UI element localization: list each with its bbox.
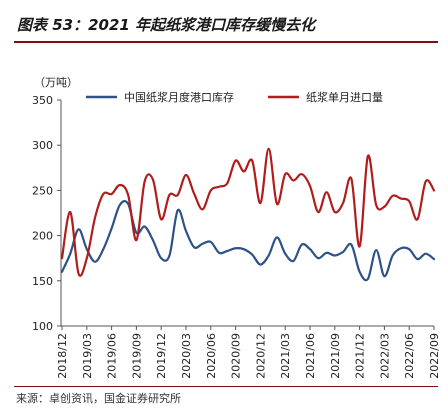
- x-tick-label: 2022/06: [403, 333, 416, 379]
- y-axis-unit-text: （万吨）: [34, 76, 78, 89]
- x-tick-label: 2020/09: [230, 333, 243, 379]
- chart-series: [60, 147, 436, 282]
- series-line-2: [60, 147, 436, 277]
- chart-axes: 100 150 200 250 300 350 2018/12 2019/03 2019/06 2…: [32, 94, 441, 379]
- x-tick-label: 2022/03: [378, 333, 391, 379]
- x-tick-label: 2018/12: [56, 333, 69, 379]
- x-tick-label: 2019/12: [155, 333, 168, 379]
- x-tick-label: 2019/06: [106, 333, 119, 379]
- y-tick-label: 250: [32, 184, 53, 197]
- chart-legend: 中国纸浆月度港口库存 纸浆单月进口量: [86, 90, 383, 104]
- x-tick-label: 2020/12: [254, 333, 267, 379]
- y-tick-label: 150: [32, 275, 53, 288]
- y-tick-label: 300: [32, 139, 53, 152]
- line-chart: 100 150 200 250 300 350 2018/12 2019/03 2019/06 2…: [32, 76, 441, 379]
- x-tick-label: 2019/03: [81, 333, 94, 379]
- x-tick-label: 2022/09: [428, 333, 441, 379]
- y-tick-label: 200: [32, 230, 53, 243]
- source-divider: [14, 386, 438, 387]
- x-tick-label: 2021/09: [329, 333, 342, 379]
- legend-label-2: 纸浆单月进口量: [306, 90, 383, 104]
- title-divider: [14, 41, 438, 43]
- x-tick-label: 2019/09: [130, 333, 143, 379]
- y-tick-label: 350: [32, 94, 53, 107]
- source-note: 来源：卓创资讯，国金证券研究所: [16, 392, 181, 405]
- x-tick-label: 2020/06: [205, 333, 218, 379]
- x-tick-label: 2021/06: [304, 333, 317, 379]
- series-line-1: [60, 200, 436, 282]
- x-tick-label: 2021/03: [279, 333, 292, 379]
- y-axis-unit-label: （万吨）: [34, 76, 78, 89]
- page-title: 图表 53：2021 年起纸浆港口库存缓慢去化: [17, 16, 316, 34]
- x-tick-label: 2020/03: [180, 333, 193, 379]
- y-tick-label: 100: [32, 320, 53, 333]
- x-tick-label: 2021/12: [354, 333, 367, 379]
- legend-label-1: 中国纸浆月度港口库存: [124, 90, 234, 104]
